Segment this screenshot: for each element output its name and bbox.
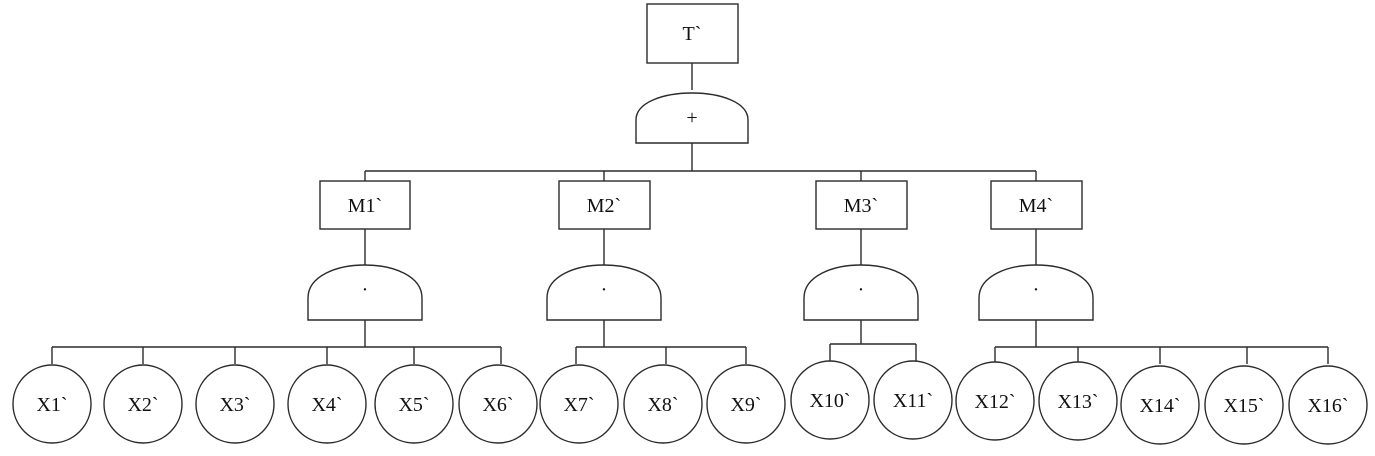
basic-event-x14: X14` [1120, 365, 1200, 445]
connector-lines [51, 63, 1329, 364]
intermediate-event-m3: M3` [815, 180, 908, 230]
and-gate-m3: · [803, 264, 919, 321]
intermediate-event-m1: M1` [319, 180, 411, 230]
basic-event-x12: X12` [955, 361, 1035, 441]
basic-event-x4: X4` [287, 364, 367, 444]
basic-event-x8: X8` [623, 364, 703, 444]
and-gate-symbol: · [601, 279, 608, 301]
or-gate-symbol: + [686, 107, 697, 129]
basic-event-label: X11` [893, 390, 933, 412]
intermediate-event-label: M2` [587, 195, 621, 217]
and-gate-symbol: · [858, 279, 865, 301]
and-gate-symbol: · [362, 279, 369, 301]
basic-event-label: X10` [809, 390, 850, 412]
basic-event-x15: X15` [1204, 365, 1284, 445]
basic-event-label: X14` [1139, 395, 1180, 417]
basic-event-label: X13` [1057, 391, 1098, 413]
basic-event-x13: X13` [1038, 361, 1118, 441]
intermediate-event-m2: M2` [558, 180, 651, 230]
basic-event-x3: X3` [195, 364, 275, 444]
basic-event-x6: X6` [458, 364, 538, 444]
basic-event-x2: X2` [103, 364, 183, 444]
intermediate-event-m4: M4` [990, 180, 1083, 230]
basic-event-label: X8` [647, 394, 678, 416]
basic-event-label: X2` [127, 394, 158, 416]
basic-event-label: X3` [219, 394, 250, 416]
basic-event-label: X7` [563, 394, 594, 416]
and-gate-m1: · [307, 264, 423, 321]
intermediate-event-label: M1` [348, 195, 382, 217]
top-event-label: T` [683, 23, 702, 45]
basic-event-x9: X9` [706, 364, 786, 444]
basic-event-label: X12` [974, 391, 1015, 413]
basic-event-label: X15` [1223, 395, 1264, 417]
basic-event-x5: X5` [374, 364, 454, 444]
basic-event-x16: X16` [1288, 365, 1368, 445]
and-gate-m4: · [978, 264, 1094, 321]
basic-event-label: X16` [1307, 395, 1348, 417]
intermediate-event-label: M4` [1019, 195, 1053, 217]
basic-event-x11: X11` [873, 360, 953, 440]
basic-event-x1: X1` [12, 364, 92, 444]
intermediate-event-label: M3` [844, 195, 878, 217]
basic-event-x10: X10` [790, 360, 870, 440]
top-event: T` [646, 3, 739, 64]
basic-event-label: X9` [730, 394, 761, 416]
top-or-gate: + [635, 92, 749, 144]
basic-event-x7: X7` [539, 364, 619, 444]
basic-event-label: X5` [398, 394, 429, 416]
and-gate-m2: · [546, 264, 662, 321]
basic-event-label: X1` [36, 394, 67, 416]
and-gate-symbol: · [1033, 279, 1040, 301]
basic-event-label: X4` [311, 394, 342, 416]
basic-event-label: X6` [482, 394, 513, 416]
